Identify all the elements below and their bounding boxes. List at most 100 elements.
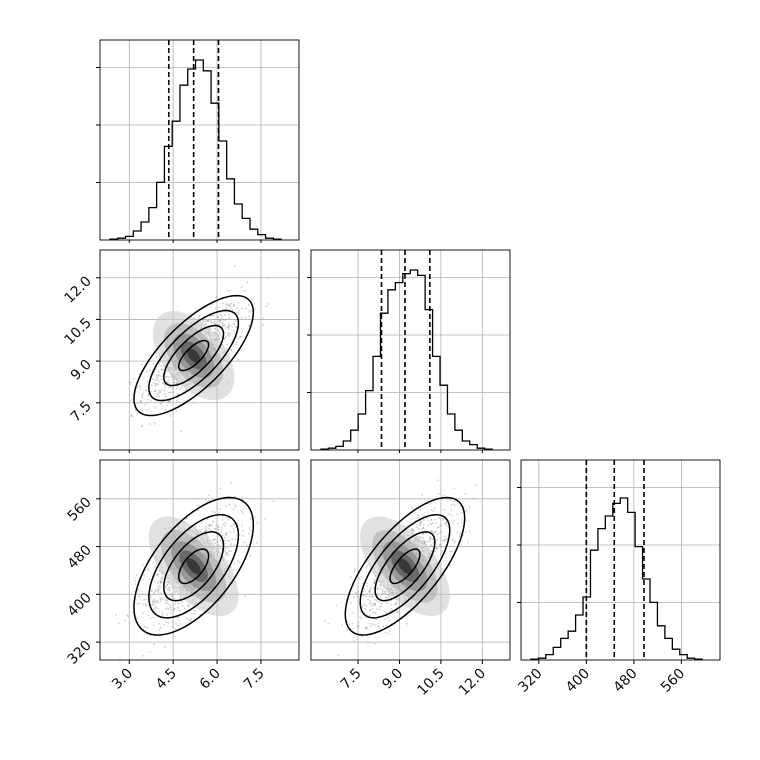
scatter-point — [208, 525, 211, 528]
scatter-panel-1 — [99, 249, 300, 451]
scatter-point — [232, 528, 235, 531]
scatter-point — [154, 605, 157, 608]
scatter-point — [428, 537, 431, 540]
scatter-point — [365, 617, 368, 619]
scatter-point — [371, 604, 374, 607]
scatter-point — [217, 316, 220, 319]
scatter-point — [207, 320, 210, 322]
scatter-point — [442, 494, 445, 497]
scatter-point — [358, 577, 361, 580]
scatter-point — [158, 395, 160, 398]
scatter-point — [149, 617, 152, 620]
scatter-point — [165, 599, 168, 602]
scatter-point — [179, 596, 182, 599]
scatter-point — [191, 613, 194, 615]
scatter-point — [231, 538, 234, 540]
scatter-point — [430, 523, 432, 526]
scatter-point — [136, 402, 139, 405]
scatter-point — [350, 576, 352, 579]
scatter-point — [244, 595, 247, 598]
scatter-point — [207, 500, 209, 503]
scatter-point — [443, 535, 446, 538]
scatter-point — [225, 348, 228, 350]
scatter-point — [188, 605, 190, 608]
x-tick-label: 10.5 — [414, 666, 447, 699]
scatter-point — [366, 585, 369, 588]
scatter-point — [198, 525, 201, 528]
scatter-point — [157, 373, 160, 376]
scatter-point — [418, 522, 421, 525]
scatter-point — [158, 629, 161, 632]
scatter-point — [376, 594, 379, 597]
scatter-point — [146, 370, 149, 373]
scatter-point — [233, 265, 236, 268]
scatter-point — [171, 595, 174, 598]
scatter-point — [232, 323, 235, 325]
scatter-point — [232, 569, 234, 572]
scatter-point — [453, 504, 456, 506]
contour-level-3 — [148, 513, 240, 619]
scatter-point — [228, 334, 231, 337]
scatter-point — [227, 325, 230, 328]
scatter-point — [217, 535, 219, 538]
scatter-point — [216, 295, 218, 298]
scatter-point — [178, 618, 181, 621]
scatter-point — [224, 504, 227, 507]
scatter-point — [218, 320, 221, 322]
scatter-point — [352, 639, 355, 642]
scatter-point — [230, 302, 233, 305]
scatter-point — [234, 504, 237, 507]
scatter-point — [160, 580, 163, 583]
scatter-point — [373, 578, 376, 581]
scatter-point — [329, 661, 331, 663]
scatter-point — [153, 382, 156, 385]
histogram-step — [320, 269, 493, 450]
scatter-point — [234, 326, 237, 329]
scatter-point — [221, 315, 223, 318]
scatter-point — [159, 581, 162, 584]
scatter-point — [229, 324, 232, 327]
scatter-point — [200, 522, 203, 524]
scatter-point — [234, 320, 237, 323]
scatter-point — [175, 409, 178, 412]
scatter-point — [227, 519, 229, 521]
scatter-point — [237, 309, 240, 312]
panel-frame — [310, 459, 511, 661]
scatter-point — [421, 528, 424, 530]
scatter-point — [384, 598, 387, 601]
scatter-point — [241, 529, 244, 532]
scatter-point — [152, 592, 155, 594]
scatter-point — [433, 518, 436, 521]
scatter-point — [171, 625, 174, 628]
scatter-point — [375, 599, 378, 602]
scatter-point — [363, 602, 366, 605]
scatter-point — [267, 303, 270, 305]
scatter-point — [146, 398, 149, 401]
scatter-point — [225, 552, 228, 555]
scatter-point — [168, 586, 170, 589]
scatter-point — [239, 335, 242, 338]
scatter-point — [154, 383, 157, 386]
scatter-point — [389, 610, 391, 613]
scatter-point — [362, 594, 365, 597]
scatter-point — [225, 531, 228, 534]
scatter-point — [214, 327, 217, 330]
scatter-point — [161, 597, 164, 600]
scatter-point — [441, 551, 444, 553]
scatter-point — [189, 312, 192, 315]
scatter-point — [397, 611, 400, 614]
scatter-point — [436, 526, 439, 529]
scatter-point — [228, 303, 230, 306]
scatter-point — [157, 371, 160, 374]
scatter-point — [428, 540, 431, 543]
scatter-point — [152, 600, 155, 603]
scatter-point — [165, 599, 168, 602]
scatter-point — [219, 333, 222, 336]
scatter-point — [135, 574, 138, 577]
density-block — [187, 348, 201, 363]
scatter-point — [152, 608, 155, 611]
scatter-point — [161, 576, 164, 578]
scatter-point — [156, 574, 159, 577]
scatter-point — [166, 607, 169, 610]
scatter-point — [205, 322, 207, 325]
